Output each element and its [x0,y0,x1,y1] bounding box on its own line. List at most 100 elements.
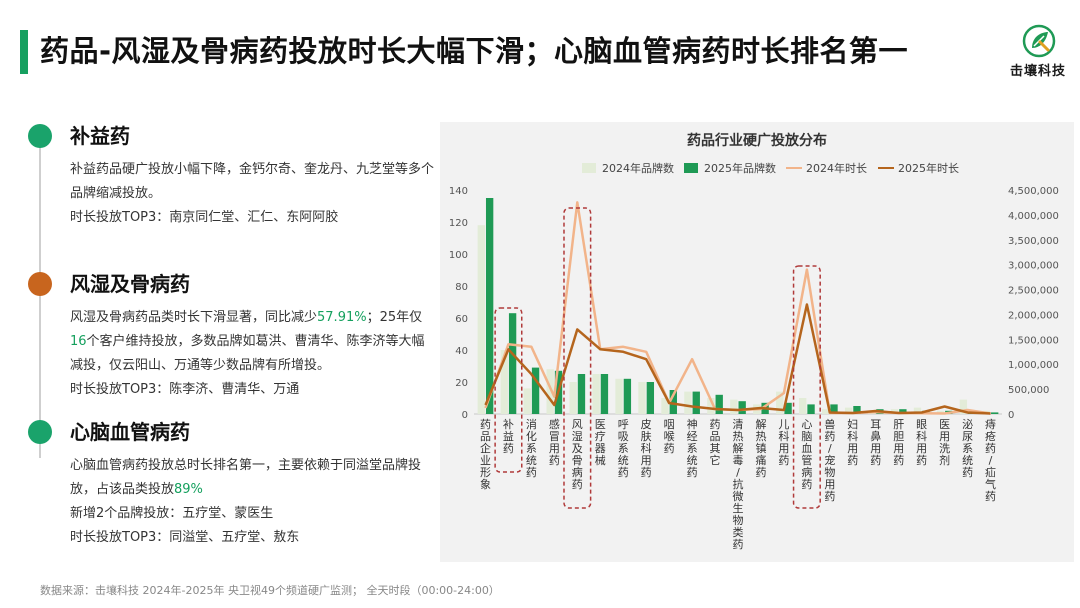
bar-2024-brands [821,409,830,414]
chart-legend: 2024年品牌数 2025年品牌数 2024年时长 2025年时长 [440,160,1074,176]
y-right-tick-label: 3,500,000 [1008,236,1059,247]
text-run: ；25年仅 [366,310,423,325]
x-tick-label: 心脑血管病药 [801,418,812,491]
y-right-tick-label: 2,500,000 [1008,286,1059,297]
x-tick-label: 风湿及骨病药 [572,418,583,491]
bar-2024-brands [959,399,968,414]
bar-2025-brands [508,313,517,414]
bar-2025-brands [807,404,815,414]
y-right-tick-label: 4,000,000 [1008,211,1059,222]
bar-2025-brands [485,198,494,414]
legend-label: 2024年时长 [806,162,867,175]
x-tick-label: 消化系统药 [526,417,537,479]
section-line: 心脑血管病药投放总时长排名第一，主要依赖于同溢堂品牌投放，占该品类投放89% [70,454,436,502]
y-left-tick-label: 100 [449,250,468,261]
section-line: 风湿及骨病药品类时长下滑显著，同比减少57.91%；25年仅 16个客户维持投放，… [70,306,436,378]
highlight-value: 57.91% [317,310,367,325]
x-tick-label: 医用洗剂 [939,418,950,467]
bar-2024-brands [707,398,715,414]
x-tick-label: 医疗器械 [595,418,606,467]
bar-2025-brands [669,390,677,414]
y-left-tick-label: 120 [449,218,468,229]
bar-2025-brands [623,378,632,414]
legend-swatch [582,163,596,173]
x-tick-label: 耳鼻用药 [870,418,881,467]
x-tick-label: 妇科用药 [847,418,858,467]
bar-2025-brands [853,406,861,414]
bar-2024-brands [913,407,922,414]
section-body: 风湿及骨病药品类时长下滑显著，同比减少57.91%；25年仅 16个客户维持投放，… [70,306,436,402]
y-right-tick-label: 500,000 [1008,385,1049,396]
x-tick-label: 兽药/宠物用药 [824,417,835,503]
x-tick-label: 儿科用药 [778,418,789,467]
data-source-footer: 数据来源：击壤科技 2024年-2025年 央卫视49个频道硬广监测； 全天时段… [40,584,500,597]
bar-2025-brands [715,394,723,414]
section-line: 时长投放TOP3：陈李济、曹清华、万通 [70,382,300,397]
y-right-tick-label: 4,500,000 [1008,186,1059,197]
y-left-tick-label: 140 [449,186,468,197]
bar-2024-brands [661,398,669,414]
bar-2025-brands [991,412,999,414]
x-tick-label: 解热镇痛药 [755,417,766,479]
section-line: 时长投放TOP3：南京同仁堂、汇仁、东阿阿胶 [70,210,339,225]
x-tick-label: 补益药 [503,418,514,455]
x-tick-label: 药品企业形象 [480,418,491,491]
section-line: 新增2个品牌投放：五疗堂、蒙医生 [70,506,274,521]
y-right-tick-label: 3,000,000 [1008,261,1059,272]
legend-label: 2025年品牌数 [704,162,776,175]
section-body: 补益药品硬广投放小幅下降，金钙尔奇、奎龙丹、九芝堂等多个品牌缩减投放。 时长投放… [70,158,436,230]
timeline-dot [28,272,52,296]
section-line: 补益药品硬广投放小幅下降，金钙尔奇、奎龙丹、九芝堂等多个品牌缩减投放。 [70,162,435,201]
line-2025-duration [484,303,991,415]
text-run: 个客户维持投放，多数品牌如葛洪、曹清华、陈李济等大幅减投，仅云阳山、万通等少数品… [70,334,425,373]
brand-logo: 击壤科技 [1006,24,1070,82]
y-right-tick-label: 1,000,000 [1008,360,1059,371]
section-heading: 心脑血管病药 [70,420,190,444]
bar-2024-brands [730,399,738,414]
bar-2025-brands [738,401,746,414]
timeline-dot [28,124,52,148]
bar-2024-brands [844,407,853,414]
y-left-tick-label: 60 [455,314,468,325]
y-left-tick-label: 80 [455,282,468,293]
legend-label: 2024年品牌数 [602,162,674,175]
chart-canvas: 0 20 40 60 80 100 120 140 0 500,000 1,000,000 1,500… [449,186,1059,551]
timeline-dot [28,420,52,444]
x-tick-label: 痔疮药/疝气药 [985,417,996,503]
bar-2024-brands [477,225,485,414]
text-run: 心脑血管病药投放总时长排名第一，主要依赖于同溢堂品牌投放，占该品类投放 [70,458,422,497]
highlight-box [563,207,592,509]
bar-2024-brands [500,350,508,414]
x-tick-label: 眼科用药 [916,418,927,467]
y-left-tick-label: 0 [462,410,468,421]
x-tick-label: 神经系统药 [687,417,698,479]
chart-panel: 0 20 40 60 80 100 120 140 0 500,000 1,000,000 1,500… [440,122,1074,562]
legend-swatch [786,167,802,169]
highlight-box [792,265,821,509]
y-right-tick-label: 0 [1008,410,1014,421]
highlight-value: 16 [70,334,87,349]
x-tick-label: 泌尿系统药 [962,418,973,479]
section-heading: 补益药 [70,124,130,148]
x-tick-label: 肝胆用药 [893,418,904,467]
text-run: 风湿及骨病药品类时长下滑显著，同比减少 [70,310,318,325]
leaf-logo-icon [1022,24,1056,58]
x-tick-label: 药品其它 [710,418,721,467]
bar-2024-brands [638,382,646,414]
bar-2025-brands [692,391,700,414]
bar-2024-brands [684,391,692,414]
bar-2024-brands [592,374,600,414]
x-tick-label: 皮肤科用药 [641,418,652,479]
x-tick-label: 呼吸系统药 [618,418,629,479]
section-heading: 风湿及骨病药 [70,272,190,296]
y-left-tick-label: 20 [455,378,468,389]
x-tick-label: 感冒用药 [549,418,560,467]
logo-text: 击壤科技 [1009,64,1066,79]
section-line: 时长投放TOP3：同溢堂、五疗堂、敖东 [70,530,300,545]
x-tick-label: 咽喉药 [664,418,675,455]
legend-swatch [878,167,894,169]
insight-sections: 补益药 补益药品硬广投放小幅下降，金钙尔奇、奎龙丹、九芝堂等多个品牌缩减投放。 … [20,118,440,558]
y-right-tick-label: 2,000,000 [1008,310,1059,321]
title-bar: 药品-风湿及骨病药投放时长大幅下滑；心脑血管病药时长排名第一 击壤科技 [0,22,1080,79]
bar-2025-brands [600,374,609,414]
